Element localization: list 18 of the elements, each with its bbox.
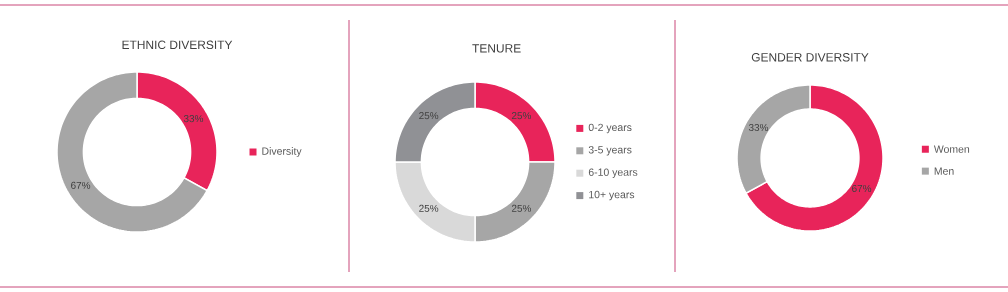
data-label: 67% [852,184,872,192]
chart-title: TENURE [472,44,521,53]
data-label: 25% [419,112,439,120]
legend-label: 0-2 years [588,123,632,134]
data-label: 67% [71,181,91,189]
legend-label: Men [934,167,954,175]
data-label: 25% [511,112,532,120]
chart-title: GENDER DIVERSITY [751,53,869,62]
legend-label: 3-5 years [588,146,632,156]
legend-label: 6-10 years [588,168,638,178]
legend-label: Women [933,145,970,153]
data-label: 25% [511,204,532,212]
legend-label: 10+ years [589,190,635,201]
legend-label: Diversity [262,147,302,157]
data-label: 33% [748,124,769,132]
data-label: 25% [419,204,439,212]
data-label: 33% [183,115,204,123]
chart-title: ETHNIC DIVERSITY [122,40,233,50]
